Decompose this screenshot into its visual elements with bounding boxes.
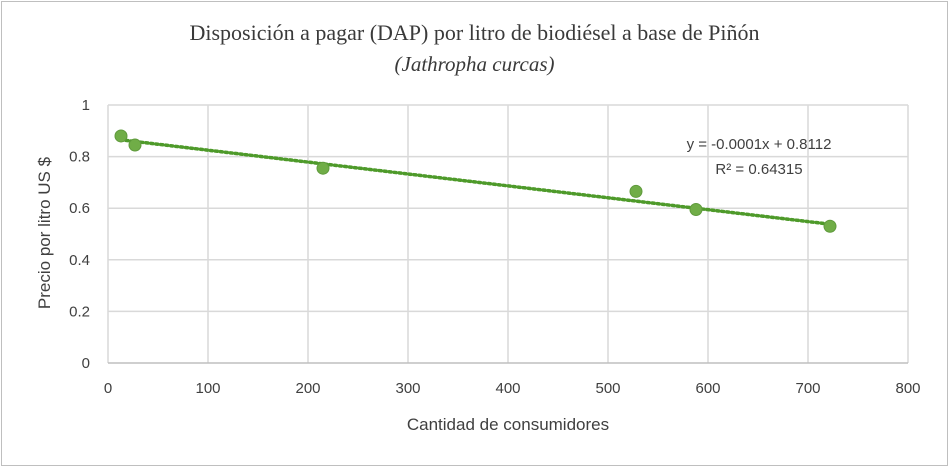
- y-tick-label: 0.4: [69, 252, 90, 269]
- chart-title: Disposición a pagar (DAP) por litro de b…: [189, 20, 760, 45]
- r-squared-label: R² = 0.64315: [715, 161, 802, 178]
- y-tick-label: 1: [82, 97, 90, 114]
- trendline: [119, 138, 832, 226]
- x-tick-label: 500: [595, 380, 620, 397]
- data-point: [629, 184, 643, 198]
- x-tick-label: 600: [695, 380, 720, 397]
- y-tick-label: 0.6: [69, 200, 90, 217]
- trendline-group: [119, 138, 832, 226]
- data-point: [114, 129, 128, 143]
- x-tick-label: 0: [104, 380, 112, 397]
- data-point: [689, 202, 703, 216]
- x-tick-label: 800: [895, 380, 920, 397]
- trendline-equation: y = -0.0001x + 0.8112: [687, 136, 832, 153]
- x-tick-labels: 0 100 200 300 400 500 600 700 800: [104, 380, 921, 397]
- gridlines: [107, 104, 909, 364]
- data-point: [316, 161, 330, 175]
- data-point: [128, 138, 142, 152]
- y-tick-label: 0: [82, 355, 90, 372]
- x-tick-label: 100: [195, 380, 220, 397]
- y-tick-label: 0.8: [69, 149, 90, 166]
- data-points: [114, 129, 837, 233]
- x-tick-label: 700: [795, 380, 820, 397]
- data-point: [823, 219, 837, 233]
- y-tick-label: 0.2: [69, 303, 90, 320]
- y-tick-labels: 0 0.2 0.4 0.6 0.8 1: [69, 97, 90, 372]
- y-axis-title: Precio por litro US $: [35, 156, 54, 309]
- x-tick-label: 200: [295, 380, 320, 397]
- x-tick-label: 300: [395, 380, 420, 397]
- chart-subtitle: (Jathropha curcas): [394, 52, 555, 76]
- x-tick-label: 400: [495, 380, 520, 397]
- x-axis-title: Cantidad de consumidores: [407, 415, 609, 434]
